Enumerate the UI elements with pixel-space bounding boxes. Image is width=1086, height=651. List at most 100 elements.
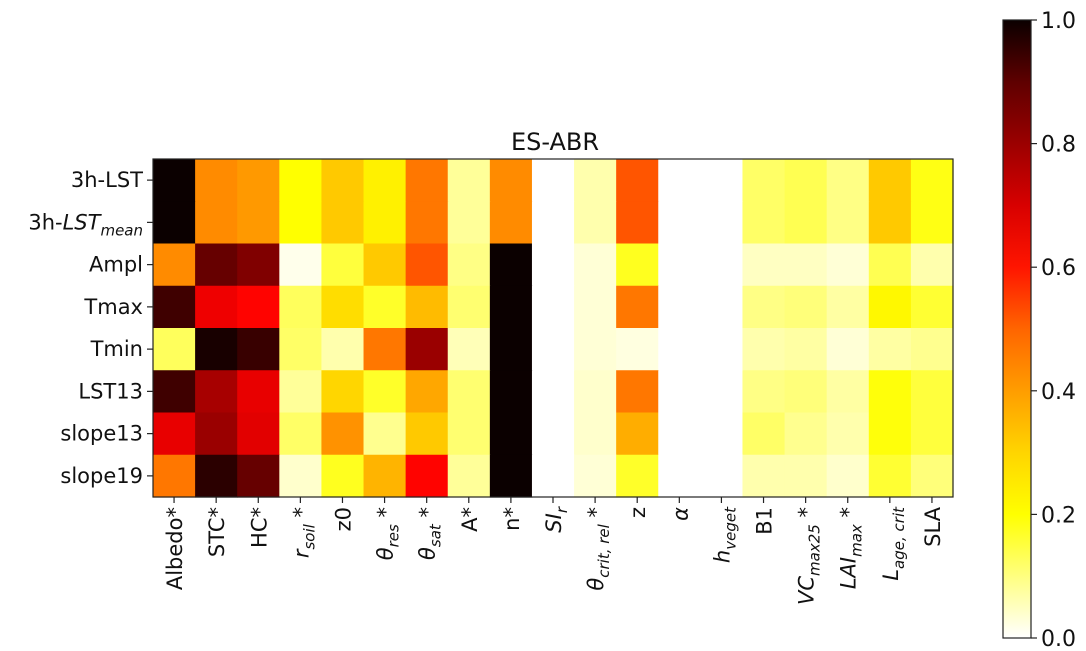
heatmap-cell bbox=[363, 159, 407, 202]
heatmap-cell bbox=[153, 201, 196, 245]
heatmap-cell bbox=[574, 370, 617, 414]
heatmap-cells bbox=[153, 159, 954, 498]
heatmap-cell bbox=[616, 201, 659, 245]
heatmap-cell bbox=[279, 328, 323, 371]
heatmap-cell bbox=[195, 412, 238, 456]
heatmap-cell bbox=[910, 454, 954, 498]
heatmap-cell bbox=[616, 243, 659, 287]
heatmap-cell bbox=[195, 243, 238, 287]
colorbar-tick-label: 0.4 bbox=[1041, 380, 1076, 405]
heatmap-cell bbox=[910, 328, 954, 371]
heatmap-cell bbox=[531, 243, 575, 287]
row-label: Ampl bbox=[89, 253, 143, 277]
column-label: Albedo* bbox=[163, 507, 187, 590]
heatmap-cell bbox=[363, 370, 407, 414]
heatmap-cell bbox=[700, 328, 744, 371]
heatmap-cell bbox=[153, 370, 196, 414]
chart-title: ES-ABR bbox=[511, 128, 599, 156]
heatmap-cell bbox=[321, 412, 365, 456]
colorbar-tick-label: 0.2 bbox=[1041, 503, 1076, 528]
heatmap-cell bbox=[531, 285, 575, 329]
heatmap-cell bbox=[826, 285, 870, 329]
heatmap-cell bbox=[489, 412, 533, 456]
colorbar-tick-label: 0.6 bbox=[1041, 256, 1076, 281]
heatmap-cell bbox=[531, 454, 575, 498]
heatmap-cell bbox=[279, 243, 323, 287]
heatmap-cell bbox=[868, 201, 912, 245]
heatmap-cell bbox=[868, 412, 912, 456]
heatmap-cell bbox=[531, 412, 575, 456]
heatmap-cell bbox=[195, 201, 238, 245]
column-label: hveget bbox=[710, 506, 739, 563]
heatmap-cell bbox=[658, 454, 701, 498]
column-label: α bbox=[668, 507, 692, 521]
heatmap-cell bbox=[405, 370, 449, 414]
heatmap-cell bbox=[784, 243, 828, 287]
row-label: slope13 bbox=[60, 422, 143, 446]
heatmap-cell bbox=[489, 201, 533, 245]
heatmap-cell bbox=[153, 454, 196, 498]
heatmap-cell bbox=[405, 328, 449, 371]
heatmap-cell bbox=[784, 201, 828, 245]
heatmap-cell bbox=[531, 201, 575, 245]
heatmap-cell bbox=[616, 159, 659, 202]
heatmap-cell bbox=[405, 159, 449, 202]
heatmap-cell bbox=[279, 454, 323, 498]
heatmap-cell bbox=[153, 159, 196, 202]
heatmap-cell bbox=[700, 370, 744, 414]
heatmap-cell bbox=[826, 243, 870, 287]
heatmap-cell bbox=[742, 412, 786, 456]
heatmap-cell bbox=[447, 201, 491, 245]
heatmap-cell bbox=[700, 243, 744, 287]
column-label: VCmax25 * bbox=[795, 507, 824, 605]
heatmap-cell bbox=[489, 159, 533, 202]
heatmap-cell bbox=[447, 454, 491, 498]
heatmap-cell bbox=[237, 159, 280, 202]
heatmap-cell bbox=[321, 454, 365, 498]
heatmap-cell bbox=[910, 159, 954, 202]
heatmap-cell bbox=[910, 412, 954, 456]
heatmap-cell bbox=[321, 370, 365, 414]
column-label: SLA bbox=[921, 506, 945, 547]
heatmap-cell bbox=[658, 412, 701, 456]
column-label: STC* bbox=[205, 507, 229, 557]
row-label: 3h-LST bbox=[71, 168, 143, 192]
heatmap-cell bbox=[742, 370, 786, 414]
heatmap-cell bbox=[574, 328, 617, 371]
column-label: θcrit, rel * bbox=[584, 507, 613, 591]
heatmap-cell bbox=[363, 201, 407, 245]
colorbar-gradient bbox=[1002, 19, 1032, 639]
heatmap-cell bbox=[447, 159, 491, 202]
column-label: A* bbox=[458, 507, 482, 532]
heatmap-cell bbox=[742, 201, 786, 245]
heatmap-cell bbox=[153, 328, 196, 371]
heatmap-cell bbox=[237, 201, 280, 245]
heatmap-cell bbox=[784, 454, 828, 498]
heatmap-cell bbox=[826, 412, 870, 456]
row-label: 3h-LSTmean bbox=[28, 210, 143, 239]
heatmap-cell bbox=[153, 285, 196, 329]
heatmap-cell bbox=[784, 370, 828, 414]
heatmap-cell bbox=[826, 370, 870, 414]
heatmap-cell bbox=[321, 328, 365, 371]
heatmap-cell bbox=[237, 412, 280, 456]
column-label: rsoil * bbox=[289, 507, 318, 558]
heatmap-cell bbox=[405, 201, 449, 245]
row-label: LST13 bbox=[78, 379, 143, 403]
heatmap-cell bbox=[153, 243, 196, 287]
heatmap-cell bbox=[489, 370, 533, 414]
column-label: θres * bbox=[374, 507, 403, 560]
heatmap-cell bbox=[868, 370, 912, 414]
heatmap-cell bbox=[195, 370, 238, 414]
heatmap-cell bbox=[868, 328, 912, 371]
heatmap-cell bbox=[868, 285, 912, 329]
heatmap-cell bbox=[531, 159, 575, 202]
heatmap-cell bbox=[658, 243, 701, 287]
heatmap-cell bbox=[447, 243, 491, 287]
heatmap-cell bbox=[910, 243, 954, 287]
heatmap-cell bbox=[489, 454, 533, 498]
heatmap-cell bbox=[237, 243, 280, 287]
heatmap-cell bbox=[489, 243, 533, 287]
heatmap-cell bbox=[195, 454, 238, 498]
heatmap-cell bbox=[910, 370, 954, 414]
